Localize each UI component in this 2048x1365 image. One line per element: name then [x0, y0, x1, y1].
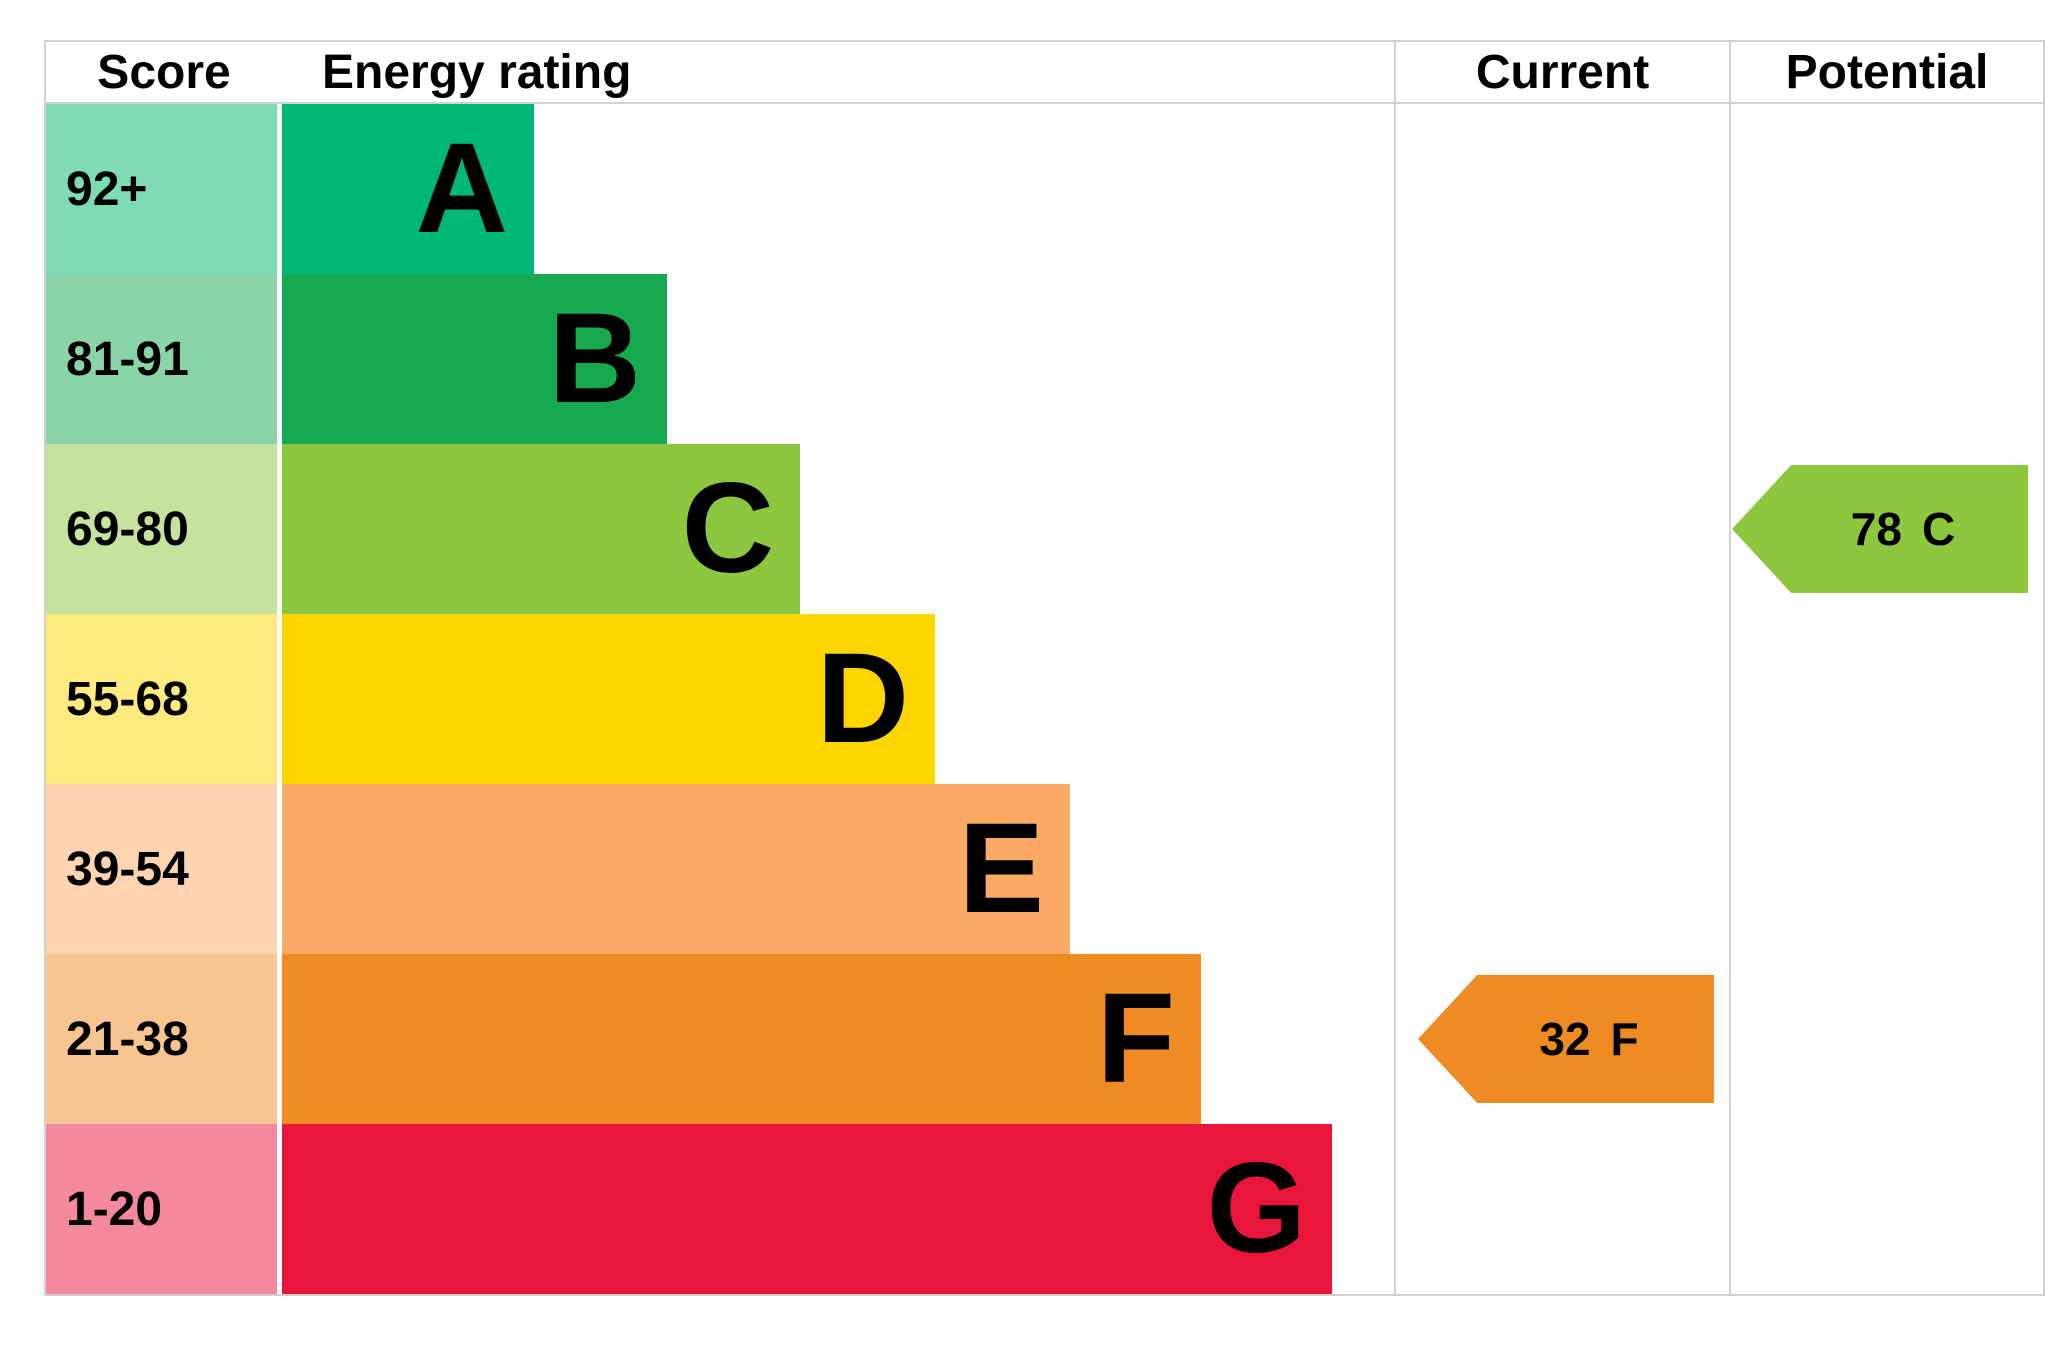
band-row-e: 39-54 E: [46, 784, 2043, 954]
potential-cell-d: [1729, 614, 2043, 784]
potential-cell-b: [1729, 274, 2043, 444]
rating-bar-g: G: [282, 1124, 1332, 1294]
current-cell-e: [1394, 784, 1729, 954]
band-letter-d: D: [816, 627, 909, 770]
epc-rating-chart: Score Energy rating Current Potential 92…: [44, 40, 2045, 1296]
score-range-label-e: 39-54: [46, 784, 277, 954]
rating-bar-e: E: [282, 784, 1070, 954]
rating-bar-a: A: [282, 104, 534, 274]
header-potential: Potential: [1729, 42, 2043, 102]
rating-bar-c: C: [282, 444, 800, 614]
band-row-c: 69-80 C 78 C: [46, 444, 2043, 614]
band-letter-c: C: [681, 457, 774, 600]
rating-cell-c: C: [277, 444, 1394, 614]
score-range-label-b: 81-91: [46, 274, 277, 444]
rating-cell-d: D: [277, 614, 1394, 784]
rating-bar-f: F: [282, 954, 1201, 1124]
band-row-a: 92+ A: [46, 104, 2043, 274]
current-band-letter: F: [1610, 1013, 1639, 1065]
potential-score-value: 78: [1850, 503, 1902, 555]
rating-cell-f: F: [277, 954, 1394, 1124]
band-row-d: 55-68 D: [46, 614, 2043, 784]
rating-bar-d: D: [282, 614, 935, 784]
band-row-g: 1-20 G: [46, 1124, 2043, 1294]
current-cell-d: [1394, 614, 1729, 784]
header-energy-rating: Energy rating: [322, 45, 632, 99]
band-letter-g: G: [1206, 1137, 1306, 1280]
band-letter-f: F: [1096, 967, 1175, 1110]
potential-cell-e: [1729, 784, 2043, 954]
band-row-b: 81-91 B: [46, 274, 2043, 444]
current-cell-f: 32 F: [1394, 954, 1729, 1124]
potential-band-letter: C: [1921, 503, 1956, 555]
potential-cell-g: [1729, 1124, 2043, 1294]
current-rating-arrow: 32 F: [1418, 975, 1714, 1103]
rating-cell-g: G: [277, 1124, 1394, 1294]
score-range-label-a: 92+: [46, 104, 277, 274]
current-cell-a: [1394, 104, 1729, 274]
current-cell-c: [1394, 444, 1729, 614]
chart-header-row: Score Energy rating Current Potential: [46, 42, 2043, 104]
score-range-label-f: 21-38: [46, 954, 277, 1124]
rating-cell-b: B: [277, 274, 1394, 444]
potential-rating-arrow: 78 C: [1732, 465, 2028, 593]
header-score: Score: [97, 45, 231, 99]
header-current: Current: [1394, 42, 1729, 102]
potential-cell-f: [1729, 954, 2043, 1124]
score-range-label-g: 1-20: [46, 1124, 277, 1294]
current-cell-b: [1394, 274, 1729, 444]
rating-cell-a: A: [277, 104, 1394, 274]
rating-bar-b: B: [282, 274, 667, 444]
band-letter-e: E: [958, 797, 1044, 940]
potential-cell-c: 78 C: [1729, 444, 2043, 614]
band-letter-a: A: [415, 117, 508, 260]
score-range-label-c: 69-80: [46, 444, 277, 614]
potential-cell-a: [1729, 104, 2043, 274]
band-row-f: 21-38 F 32 F: [46, 954, 2043, 1124]
band-letter-b: B: [548, 287, 641, 430]
score-range-label-d: 55-68: [46, 614, 277, 784]
current-score-value: 32: [1539, 1013, 1591, 1065]
current-cell-g: [1394, 1124, 1729, 1294]
rating-cell-e: E: [277, 784, 1394, 954]
